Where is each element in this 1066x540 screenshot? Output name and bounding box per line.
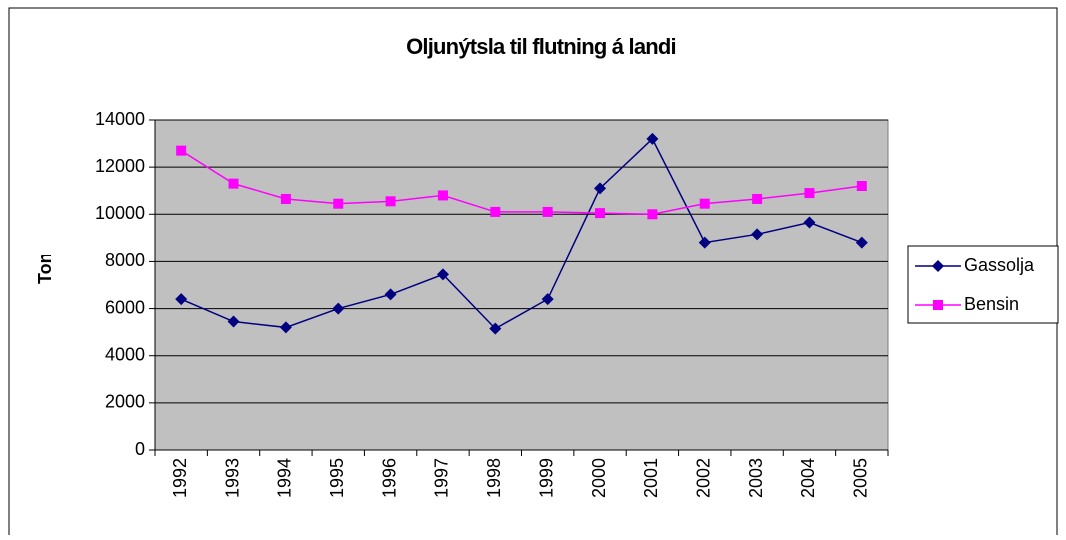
- x-tick-label: 2001: [641, 458, 661, 498]
- marker: [176, 145, 187, 156]
- y-tick-label: 6000: [105, 297, 145, 317]
- x-tick-label: 1999: [536, 458, 556, 498]
- marker: [752, 193, 763, 204]
- marker: [332, 302, 345, 315]
- marker: [437, 190, 448, 201]
- y-tick-label: 2000: [105, 392, 145, 412]
- plot-area: [154, 119, 889, 451]
- marker: [804, 188, 815, 199]
- marker: [385, 196, 396, 207]
- marker: [646, 132, 659, 145]
- y-tick-label: 14000: [95, 109, 145, 129]
- x-tick-label: 1995: [327, 458, 347, 498]
- marker: [542, 206, 553, 217]
- series-line: [180, 150, 862, 216]
- marker: [751, 228, 764, 241]
- marker: [932, 260, 944, 272]
- marker: [489, 322, 502, 335]
- y-tick-label: 8000: [105, 250, 145, 270]
- marker: [933, 300, 943, 310]
- y-tick-label: 0: [135, 439, 145, 459]
- marker: [228, 178, 239, 189]
- chart-title: Oljunýtsla til flutning á landi: [406, 34, 676, 59]
- x-tick-label: 2003: [746, 458, 766, 498]
- marker: [855, 236, 868, 249]
- marker: [227, 315, 240, 328]
- x-tick-label: 1998: [484, 458, 504, 498]
- marker: [279, 321, 292, 334]
- y-tick-label: 12000: [95, 156, 145, 176]
- legend-box: [907, 245, 1059, 324]
- x-tick-label: 2002: [694, 458, 714, 498]
- x-tick-label: 2000: [589, 458, 609, 498]
- marker: [541, 293, 554, 306]
- marker: [490, 206, 501, 217]
- y-tick-label: 4000: [105, 344, 145, 364]
- marker: [595, 208, 606, 219]
- x-tick-label: 2004: [798, 458, 818, 498]
- legend-label: Gassolja: [964, 255, 1035, 275]
- marker: [436, 268, 449, 281]
- marker: [698, 236, 711, 249]
- y-tick-label: 10000: [95, 203, 145, 223]
- marker: [594, 182, 607, 195]
- marker: [699, 198, 710, 209]
- marker: [333, 198, 344, 209]
- x-tick-label: 1992: [170, 458, 190, 498]
- x-tick-label: 1993: [222, 458, 242, 498]
- marker: [803, 216, 816, 229]
- x-tick-label: 1996: [379, 458, 399, 498]
- y-axis-label: Tons: [35, 242, 55, 284]
- marker: [175, 293, 188, 306]
- marker: [856, 181, 867, 191]
- legend-label: Bensin: [964, 294, 1019, 314]
- marker: [280, 193, 291, 204]
- x-tick-label: 1994: [275, 458, 295, 498]
- marker: [384, 288, 397, 301]
- x-tick-label: 1997: [432, 458, 452, 498]
- marker: [647, 209, 658, 220]
- series-line: [180, 137, 863, 330]
- x-tick-label: 2005: [851, 458, 871, 498]
